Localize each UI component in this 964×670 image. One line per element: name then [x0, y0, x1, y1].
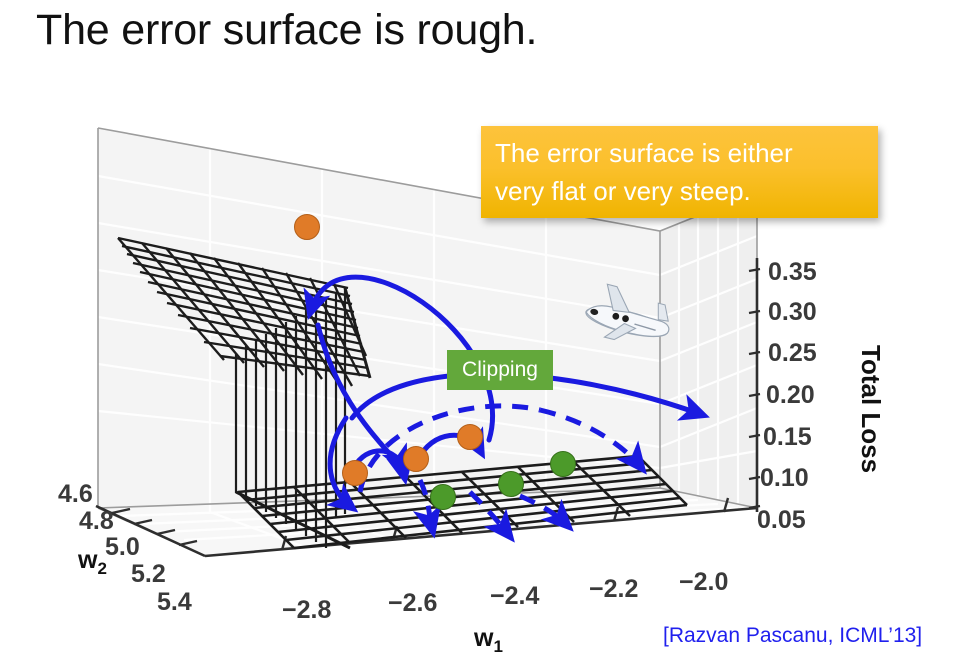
orange-dot — [294, 214, 320, 240]
z-tick-1: 0.30 — [768, 298, 817, 326]
y-tick-4: 5.4 — [157, 588, 192, 616]
airplane-icon — [566, 278, 688, 356]
callout-box: The error surface is either very flat or… — [481, 126, 878, 218]
green-dot — [430, 484, 456, 510]
callout-line-2: very flat or very steep. — [495, 176, 751, 206]
green-dot — [550, 451, 576, 477]
x-tick-3: −2.2 — [589, 575, 639, 603]
clipping-badge-label: Clipping — [462, 358, 538, 381]
clipping-badge: Clipping — [447, 350, 553, 390]
x-tick-4: −2.0 — [679, 568, 729, 596]
trajectory-markers — [294, 214, 576, 510]
z-tick-3: 0.20 — [766, 381, 815, 409]
z-axis-label: Total Loss — [856, 345, 886, 474]
error-surface-figure — [0, 88, 964, 670]
orange-dot — [403, 446, 429, 472]
z-tick-6: 0.05 — [757, 506, 806, 534]
x-tick-2: −2.4 — [490, 582, 540, 610]
z-tick-0: 0.35 — [768, 258, 817, 286]
citation-text: [Razvan Pascanu, ICML’13] — [663, 624, 923, 647]
orange-dot — [457, 424, 483, 450]
y-tick-1: 4.8 — [79, 507, 114, 535]
page-title: The error surface is rough. — [36, 6, 538, 54]
callout-line-1: The error surface is either — [495, 138, 793, 168]
z-tick-5: 0.10 — [760, 464, 809, 492]
green-dot — [498, 471, 524, 497]
x-tick-0: −2.8 — [282, 596, 332, 624]
x-tick-1: −2.6 — [388, 589, 438, 617]
y-tick-2: 5.0 — [105, 533, 140, 561]
x-axis-label: w1 — [474, 624, 503, 656]
surface-cliff-top-mesh — [117, 236, 371, 387]
y-tick-3: 5.2 — [131, 560, 166, 588]
y-axis-label: w2 — [78, 546, 107, 578]
trajectory-with-clipping — [357, 403, 647, 543]
surface-cliff-base — [235, 287, 372, 550]
z-tick-2: 0.25 — [768, 339, 817, 367]
surface-plot-svg — [95, 127, 761, 558]
z-tick-4: 0.15 — [763, 423, 812, 451]
orange-dot — [342, 460, 368, 486]
y-tick-0: 4.6 — [58, 480, 93, 508]
